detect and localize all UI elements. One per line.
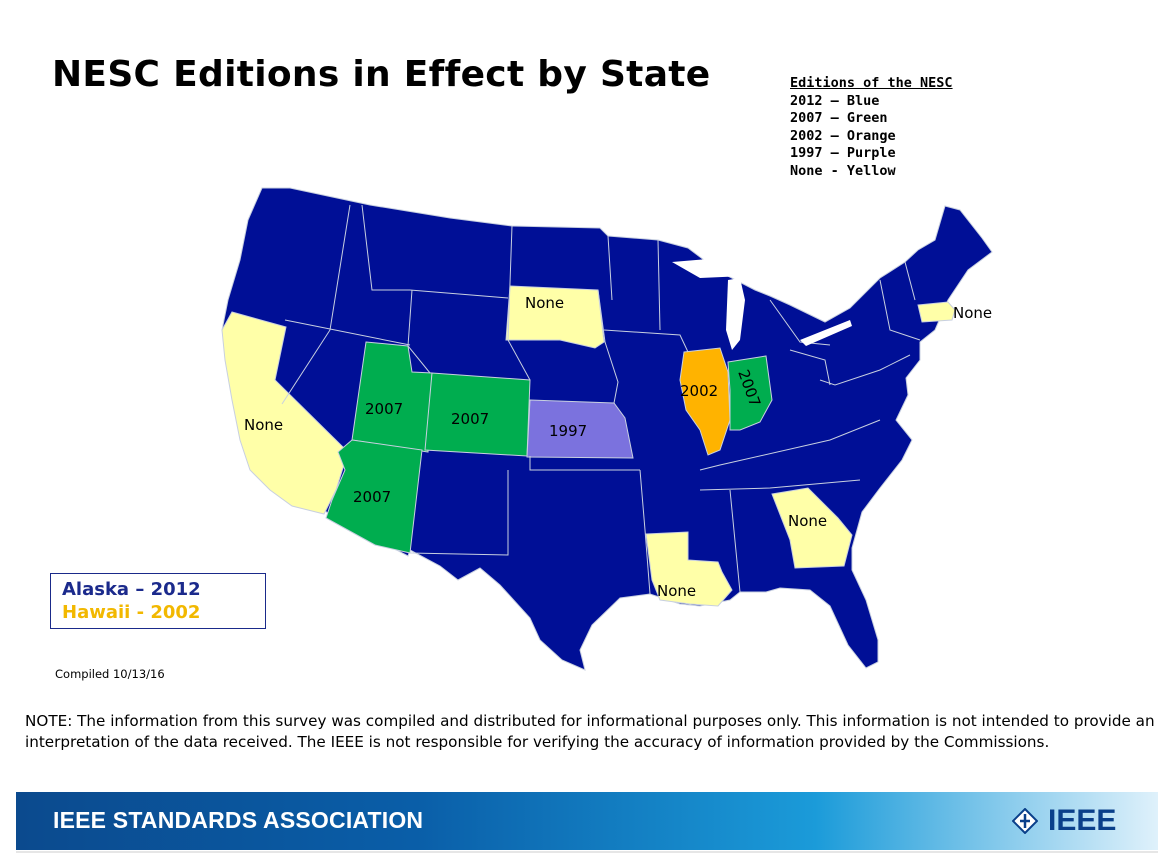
state-illinois[interactable] (679, 347, 731, 456)
footer-rule (16, 851, 1158, 853)
state-georgia[interactable] (771, 487, 853, 569)
label-georgia: None (788, 512, 827, 530)
lake-erie (800, 320, 852, 346)
ieee-logo-text: IEEE (1048, 804, 1117, 837)
lake-superior (672, 258, 760, 278)
label-illinois: 2002 (680, 382, 718, 400)
page-title: NESC Editions in Effect by State (52, 54, 711, 95)
state-arizona[interactable] (325, 439, 423, 554)
lake-michigan (726, 278, 745, 350)
label-south-dakota: None (525, 294, 564, 312)
territories-box: Alaska – 2012 Hawaii - 2002 (50, 573, 266, 629)
edition-legend: Editions of the NESC 2012 – Blue 2007 – … (790, 75, 953, 180)
alaska-label: Alaska – 2012 (62, 579, 201, 600)
label-louisiana: None (657, 582, 696, 600)
us-map: None None None 2007 2007 1997 2002 2007 … (221, 187, 993, 671)
compiled-date: Compiled 10/13/16 (55, 667, 165, 681)
state-kansas[interactable] (526, 399, 634, 459)
label-colorado: 2007 (451, 410, 489, 428)
label-massachusetts: None (953, 304, 992, 322)
legend-item-1997: 1997 – Purple (790, 145, 896, 161)
state-massachusetts[interactable] (917, 301, 956, 323)
state-indiana[interactable] (727, 355, 773, 431)
hawaii-label: Hawaii - 2002 (62, 602, 201, 623)
label-arizona: 2007 (353, 488, 391, 506)
state-borders (281, 204, 921, 595)
legend-item-none: None - Yellow (790, 162, 896, 179)
footer-banner: IEEE STANDARDS ASSOCIATION IEEE (16, 792, 1158, 850)
ieee-diamond-icon (1012, 808, 1038, 834)
legend-item-2012: 2012 – Blue (790, 92, 880, 109)
label-california: None (244, 416, 283, 434)
label-kansas: 1997 (549, 422, 587, 440)
ieee-logo[interactable]: IEEE (1008, 802, 1128, 842)
state-louisiana[interactable] (645, 531, 733, 607)
legend-item-2007: 2007 – Green (790, 110, 888, 126)
legend-heading: Editions of the NESC (790, 75, 953, 91)
label-utah: 2007 (365, 400, 403, 418)
footer-brand: IEEE STANDARDS ASSOCIATION (53, 807, 424, 833)
legend-item-2002: 2002 – Orange (790, 127, 896, 144)
disclaimer-note: NOTE: The information from this survey w… (25, 712, 1155, 751)
state-california[interactable] (221, 311, 349, 515)
